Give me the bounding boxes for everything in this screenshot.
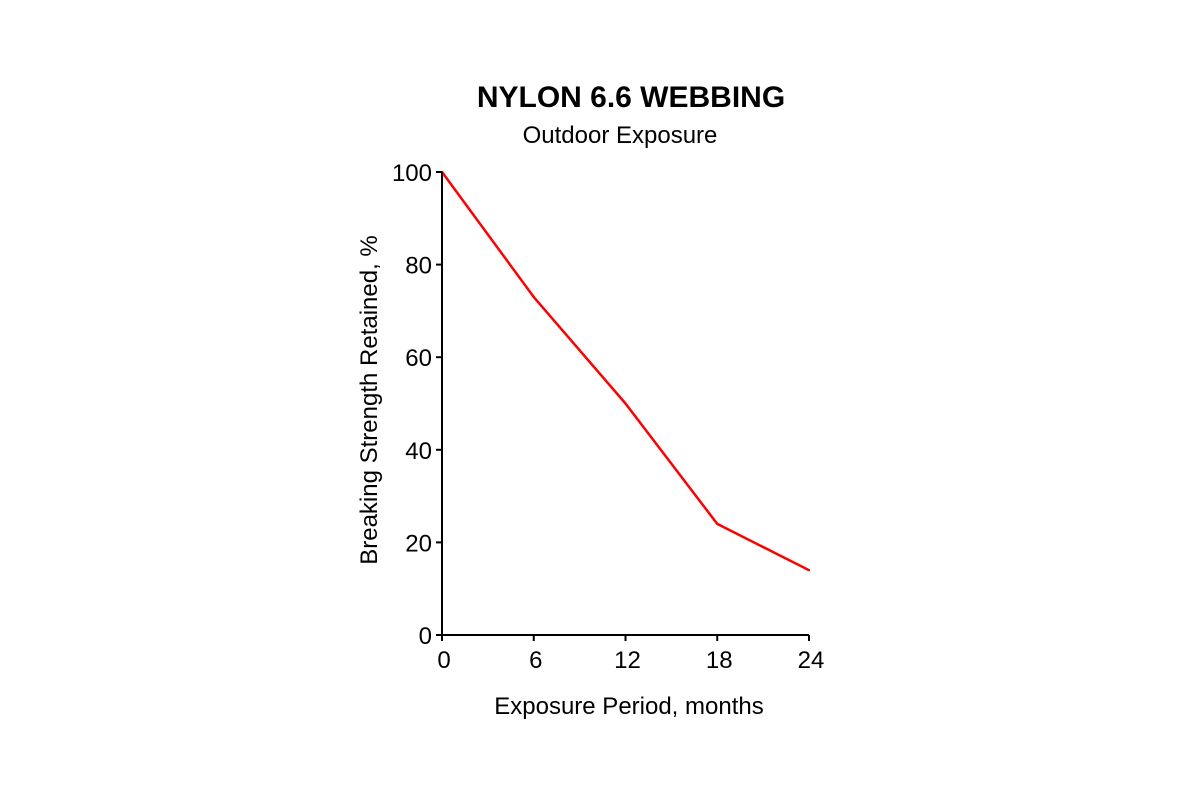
data-point (532, 295, 535, 299)
data-point (624, 402, 627, 405)
x-tick-label: 12 (614, 647, 641, 674)
chart-subtitle: Outdoor Exposure (523, 122, 718, 149)
plot-area (440, 170, 811, 572)
data-point (807, 568, 811, 572)
x-axis-label: Exposure Period, months (494, 693, 763, 720)
y-tick-label: 100 (392, 160, 432, 187)
series-line (440, 171, 810, 572)
data-point (716, 522, 719, 526)
x-tick-label: 24 (798, 647, 825, 674)
y-tick-label: 0 (419, 623, 432, 650)
y-tick-label: 20 (405, 530, 432, 557)
x-tick-label: 18 (706, 647, 733, 674)
chart-title: NYLON 6.6 WEBBING (477, 81, 785, 114)
y-tick-label: 80 (405, 253, 432, 280)
x-tick-label: 0 (437, 647, 450, 674)
y-tick-label: 40 (405, 438, 432, 465)
y-axis-label: Breaking Strength Retained, % (356, 235, 383, 565)
x-tick-label: 6 (529, 647, 542, 674)
y-tick-label: 60 (405, 345, 432, 372)
